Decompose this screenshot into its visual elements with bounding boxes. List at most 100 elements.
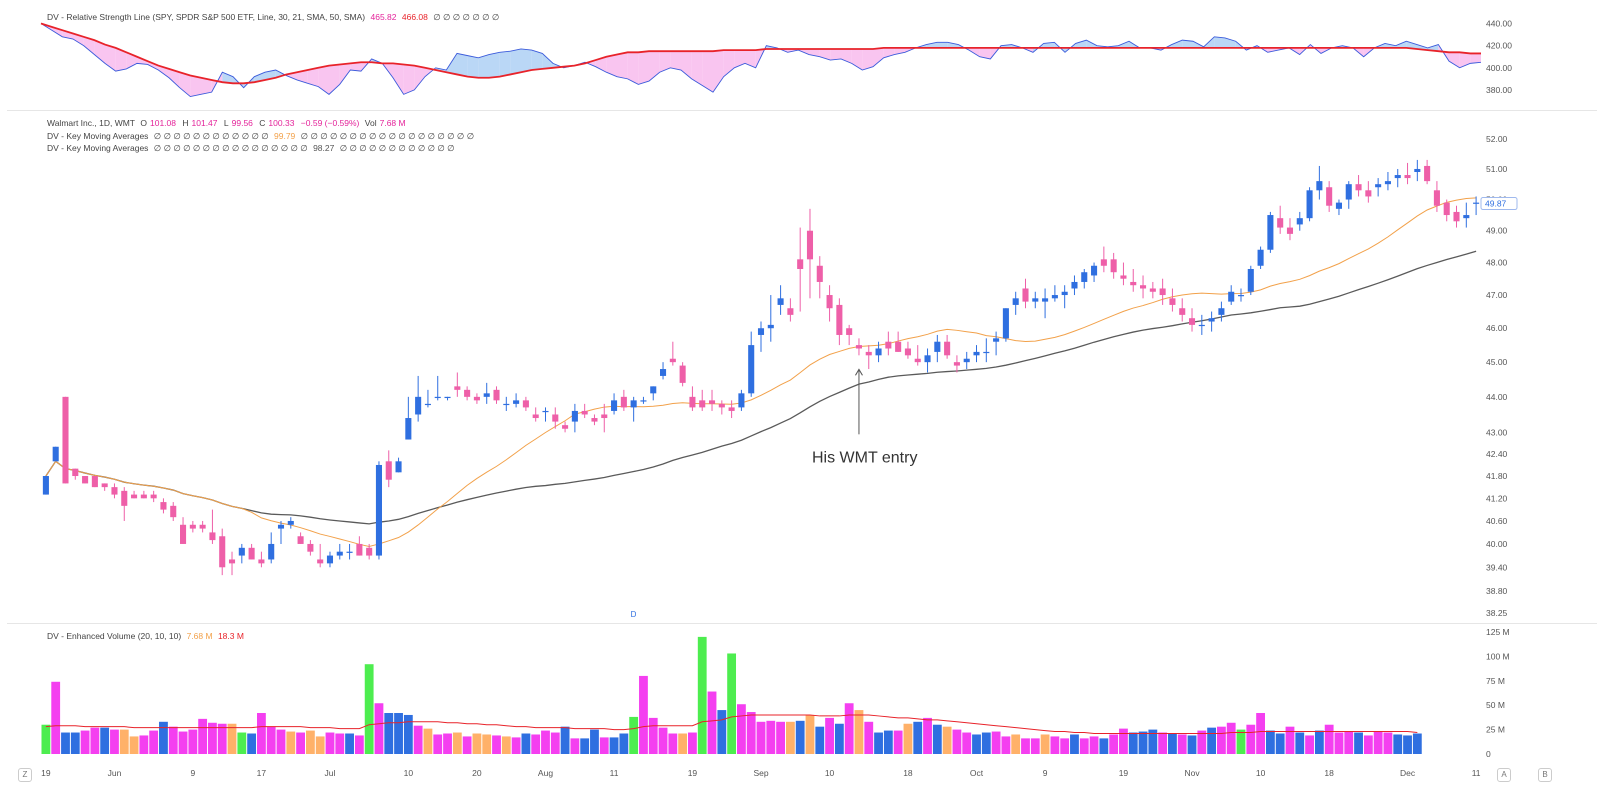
rs-fill-segment [62, 30, 73, 40]
candle-body [248, 547, 255, 560]
volume-bar [678, 733, 688, 754]
volume-bar [354, 735, 364, 754]
volume-bar [864, 721, 874, 754]
rs-fill-segment [1385, 43, 1396, 48]
candle-body [924, 355, 931, 363]
rs-fill-segment [457, 53, 468, 77]
candle-body [82, 476, 89, 484]
ma2-empty-values: ∅ ∅ ∅ ∅ ∅ ∅ ∅ ∅ ∅ ∅ ∅ ∅ ∅ ∅ ∅ ∅ [153, 143, 308, 153]
volume-bar [688, 732, 697, 754]
volume-bar [286, 731, 296, 754]
candle-body [689, 396, 696, 408]
volume-bar [345, 733, 354, 754]
price-y-tick-label: 38.80 [1486, 586, 1508, 596]
candle-body [1100, 259, 1107, 266]
volume-y-tick-label: 25 M [1486, 725, 1505, 735]
candle-body [738, 393, 745, 408]
volume-bar [403, 714, 413, 754]
timezone-button[interactable]: Z [18, 768, 32, 782]
rs-fill-segment [393, 63, 404, 95]
rs-sma-line [40, 22, 1481, 85]
time-tick-label: Jun [108, 768, 122, 778]
candle-body [1335, 202, 1342, 209]
volume-bar [893, 730, 903, 754]
rs-fill-segment [627, 52, 639, 85]
candle-body [454, 386, 461, 390]
candle-body [1443, 202, 1450, 216]
candle-body [1120, 275, 1127, 279]
volume-bar [531, 734, 541, 754]
rs-fill-segment [649, 51, 660, 82]
rs-fill-segment [638, 51, 649, 85]
volume-bar [942, 726, 952, 754]
volume-bar [962, 732, 972, 754]
volume-bar [854, 710, 864, 754]
candle-body [1149, 288, 1156, 292]
volume-bar [766, 720, 776, 754]
auto-scale-button[interactable]: A [1497, 768, 1511, 782]
volume-bar [413, 725, 423, 754]
volume-bar [178, 731, 188, 754]
price-chart[interactable]: 52.0051.0050.0049.0048.0047.0046.0045.00… [7, 111, 1597, 623]
volume-bar [991, 731, 1001, 754]
price-y-tick-label: 51.00 [1486, 164, 1508, 174]
price-y-tick-label: 47.00 [1486, 290, 1508, 300]
candle-body [228, 559, 236, 564]
time-tick-label: 10 [825, 768, 835, 778]
volume-bar [1256, 713, 1265, 754]
time-tick-label: 18 [1324, 768, 1334, 778]
volume-bar [825, 717, 834, 754]
volume-bar [276, 729, 286, 754]
volume-bar [923, 717, 932, 754]
rs-fill-segment [702, 51, 713, 93]
volume-bar [70, 732, 80, 754]
volume-bar [168, 726, 178, 754]
rs-fill-segment [403, 64, 415, 95]
rs-fill-segment [1459, 52, 1471, 68]
volume-bar [1030, 738, 1040, 754]
candle-body [914, 358, 921, 363]
volume-bar [1334, 732, 1344, 754]
volume-bar [1226, 722, 1236, 754]
candle-body [1140, 285, 1147, 289]
log-scale-button[interactable]: B [1538, 768, 1552, 782]
rs-fill-segment [862, 48, 873, 71]
candle-body [1296, 218, 1303, 225]
open-value: 101.08 [150, 118, 176, 128]
volume-bar [1060, 738, 1070, 754]
candle-body [160, 502, 167, 510]
volume-bar [1079, 738, 1089, 754]
candle-body [1414, 168, 1421, 173]
rs-fill-segment [222, 72, 233, 84]
rs-fill-segment [1267, 47, 1279, 53]
volume-legend: DV - Enhanced Volume (20, 10, 10) 7.68 M… [47, 631, 247, 641]
time-tick-label: Nov [1184, 768, 1200, 778]
ma1-value: 99.79 [274, 130, 296, 141]
volume-bar [1109, 734, 1119, 754]
candle-body [375, 464, 382, 556]
candle-body [268, 543, 275, 560]
candle-body [238, 547, 245, 556]
candle-body [591, 418, 598, 422]
rs-fill-segment [531, 50, 543, 71]
volume-bar [80, 730, 90, 754]
volume-chart[interactable]: 125 M 100 M 75 M 50 M 25 M 0 [7, 624, 1597, 760]
candle-body [1061, 291, 1068, 296]
rs-chart[interactable]: 440.00 420.00 400.00 380.00 [7, 6, 1597, 109]
ma1-empty-values: ∅ ∅ ∅ ∅ ∅ ∅ ∅ ∅ ∅ ∅ ∅ ∅ [153, 130, 269, 141]
candle-body [836, 304, 843, 335]
volume-bar [805, 714, 815, 754]
rs-fill-segment [926, 42, 937, 48]
candle-body [473, 396, 480, 401]
volume-bar [580, 738, 590, 754]
ma1-row: DV - Key Moving Averages ∅ ∅ ∅ ∅ ∅ ∅ ∅ ∅… [47, 130, 477, 143]
candle-body [1247, 268, 1254, 292]
volume-bar [1295, 732, 1305, 754]
volume-bar [629, 716, 639, 754]
candle-body [336, 551, 343, 556]
volume-bar [981, 732, 991, 754]
candle-body [513, 400, 520, 404]
volume-bar [482, 734, 492, 754]
volume-bar [1158, 732, 1168, 754]
